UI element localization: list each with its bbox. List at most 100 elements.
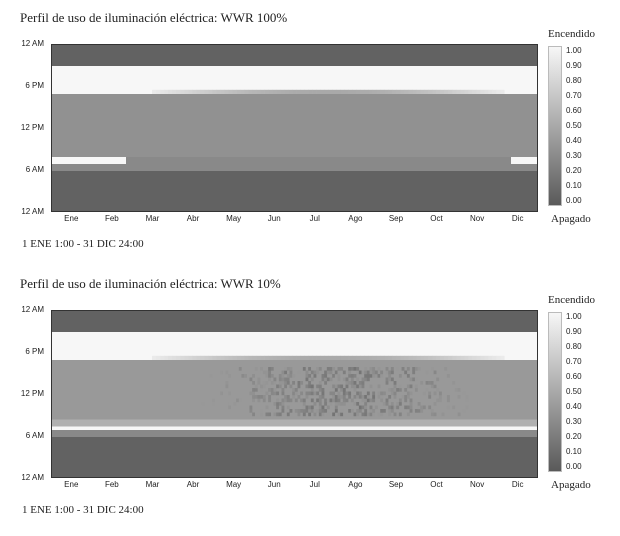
heatmap-cell <box>208 355 213 360</box>
heatmap-cell <box>436 388 440 392</box>
heatmap-cell <box>305 409 309 413</box>
heatmap-cell <box>257 398 261 403</box>
heatmap-cell <box>364 89 369 94</box>
heatmap-cell <box>414 388 418 392</box>
heatmap-cell <box>321 405 325 410</box>
heatmap-cell <box>281 402 285 406</box>
heatmap-cell <box>361 381 365 385</box>
heatmap-cell <box>356 355 361 360</box>
heatmap-cell <box>257 377 261 382</box>
heatmap-cell <box>286 412 290 417</box>
heatmap-cell <box>310 384 314 389</box>
heatmap-cell <box>252 89 257 94</box>
heatmap-cell <box>404 388 408 392</box>
heatmap-cell <box>488 355 493 360</box>
heatmap-cell <box>310 391 314 396</box>
heatmap-cell <box>364 402 368 406</box>
heatmap-cell <box>364 370 368 375</box>
heatmap-cell <box>321 412 325 417</box>
heatmap-cell <box>281 398 285 403</box>
heatmap-cell <box>380 398 384 403</box>
heatmap-cell <box>356 409 360 413</box>
heatmap-cell <box>412 370 416 375</box>
chart-title: Perfil de uso de iluminación eléctrica: … <box>20 10 288 25</box>
x-tick: Mar <box>145 214 160 223</box>
heatmap-cell <box>374 374 378 378</box>
heatmap-cell <box>350 409 354 413</box>
legend-tick: 0.90 <box>566 61 582 70</box>
heatmap-cell <box>152 355 157 360</box>
heatmap-cell <box>305 391 309 396</box>
heatmap-cell <box>377 391 381 396</box>
heatmap-cell <box>369 374 373 378</box>
heatmap-cell <box>366 398 370 403</box>
x-tick: Ene <box>64 480 79 489</box>
heatmap-cell <box>456 89 461 94</box>
heatmap-cell <box>278 412 282 417</box>
heatmap-cell <box>390 409 394 413</box>
heatmap-cell <box>312 355 317 360</box>
heatmap-cell <box>452 89 457 94</box>
heatmap-cell <box>268 370 272 375</box>
heatmap-cell <box>281 405 285 410</box>
heatmap-cell <box>320 89 325 94</box>
heatmap-cell <box>326 367 330 371</box>
heatmap-cell <box>350 384 354 389</box>
y-tick: 12 AM <box>21 207 44 216</box>
heatmap-cell <box>400 89 405 94</box>
heatmap-cell <box>318 384 322 389</box>
heatmap-cell <box>430 384 434 389</box>
x-tick: May <box>226 214 242 223</box>
heatmap-cell <box>353 402 357 406</box>
heatmap-cell <box>168 89 173 94</box>
legend-tick: 0.30 <box>566 417 582 426</box>
heatmap-cell <box>300 398 304 403</box>
heatmap-cell <box>232 355 237 360</box>
heatmap-cell <box>432 89 437 94</box>
heatmap-cell <box>318 395 322 399</box>
heatmap-cell <box>318 412 322 417</box>
heatmap-cell <box>297 370 301 375</box>
heatmap-cell <box>318 367 322 371</box>
heatmap-cell <box>368 355 373 360</box>
heatmap-cell <box>316 89 321 94</box>
heatmap-cell <box>396 367 400 371</box>
legend-on-label: Encendido <box>548 28 596 40</box>
heatmap-cell <box>212 398 215 403</box>
heatmap-cell <box>332 391 336 396</box>
heatmap-cell <box>286 381 290 385</box>
x-tick: Sep <box>388 480 404 489</box>
heatmap-cell <box>280 89 285 94</box>
heatmap-cell <box>228 89 233 94</box>
heatmap-cell <box>340 409 344 413</box>
heatmap-cell <box>369 412 373 417</box>
heatmap-cell <box>220 391 223 396</box>
legend-tick: 0.10 <box>566 181 582 190</box>
heatmap-cell <box>406 391 410 396</box>
heatmap-cell <box>257 395 261 399</box>
heatmap-cell <box>348 355 353 360</box>
heatmap-cell <box>448 89 453 94</box>
heatmap-cell <box>284 367 288 371</box>
heatmap-cell <box>406 412 410 417</box>
heatmap-cell <box>284 355 289 360</box>
heatmap-cell <box>324 374 328 378</box>
heatmap-cell <box>276 412 280 417</box>
heatmap-cell <box>353 388 357 392</box>
heatmap-cell <box>204 89 209 94</box>
x-tick: Jul <box>309 480 320 489</box>
heatmap-cell <box>265 374 269 378</box>
heatmap-cell <box>321 409 325 413</box>
heatmap-cell <box>364 374 368 378</box>
heatmap-cell <box>328 89 333 94</box>
heatmap-cell <box>272 355 277 360</box>
heatmap-cell <box>476 89 481 94</box>
heatmap-cell <box>465 395 469 399</box>
heatmap-cell <box>329 367 333 371</box>
heatmap-cell <box>265 370 269 375</box>
heatmap-cell <box>324 370 328 375</box>
heatmap-cell <box>302 398 306 403</box>
heatmap-cell <box>270 367 274 371</box>
heatmap-band-winter <box>511 157 537 164</box>
heatmap-cell <box>356 402 360 406</box>
